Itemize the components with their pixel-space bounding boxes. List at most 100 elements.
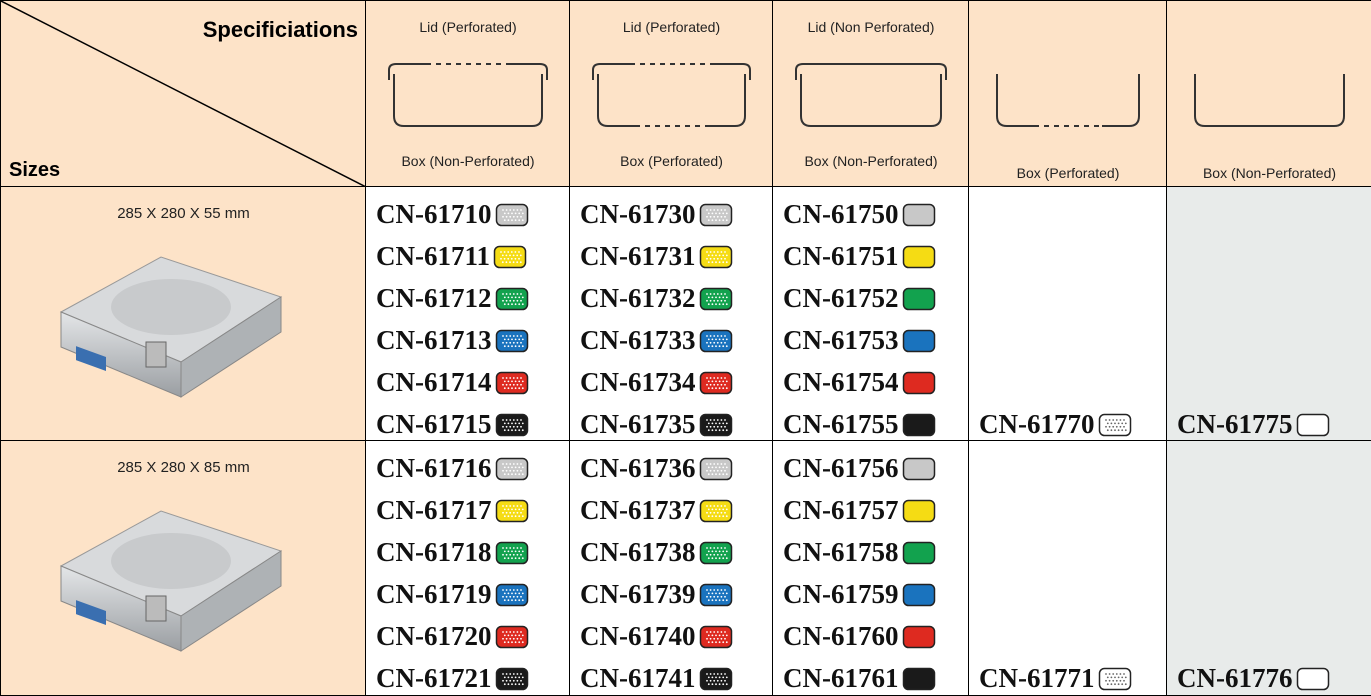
color-swatch [495,667,528,690]
header-cell: Lid (Perforated) Box (Non-Perforated) [365,0,571,188]
color-swatch [699,583,732,606]
product-code-row: CN-61753 [783,325,936,356]
product-code: CN-61716 [376,453,492,483]
product-code-row: CN-61711 [376,241,527,272]
color-swatch [902,667,935,690]
color-swatch [495,287,528,310]
product-code-row: CN-61716 [376,453,529,484]
box-label: Box (Non-Perforated) [1202,165,1337,181]
color-swatch [699,413,732,436]
box-label: Box (Non-Perforated) [804,153,938,169]
product-code-row: CN-61719 [376,579,529,610]
product-code: CN-61712 [376,283,492,313]
product-code-row: CN-61714 [376,367,529,398]
product-code-row: CN-61734 [580,367,733,398]
header-cell: Box (Perforated) [968,0,1168,188]
header-cell: Lid (Perforated) Box (Perforated) [569,0,774,188]
product-code: CN-61775 [1177,409,1293,439]
product-code-row: CN-61717 [376,495,529,526]
product-code-row: CN-61758 [783,537,936,568]
product-code-row: CN-61732 [580,283,733,314]
box-label: Box (Non-Perforated) [401,153,535,169]
product-code: CN-61758 [783,537,899,567]
product-code: CN-61731 [580,241,696,271]
product-code-row: CN-61759 [783,579,936,610]
product-code-row: CN-61718 [376,537,529,568]
product-code: CN-61770 [979,409,1095,439]
codes-cell: CN-61756 CN-61757 CN-61758 CN-61759 CN-61760… [772,440,970,696]
product-code-row: CN-61721 [376,663,529,694]
product-code: CN-61737 [580,495,696,525]
product-code: CN-61756 [783,453,899,483]
product-code-row: CN-61750 [783,199,936,230]
product-code-row: CN-61776 [1177,663,1330,694]
container-icon [996,74,1140,127]
color-swatch [699,541,732,564]
color-swatch [902,413,935,436]
product-code-row: CN-61713 [376,325,529,356]
product-code: CN-61713 [376,325,492,355]
size-label: 285 X 280 X 55 mm [117,205,250,222]
color-swatch [495,371,528,394]
color-swatch [699,457,732,480]
color-swatch [902,245,935,268]
product-code: CN-61718 [376,537,492,567]
product-code: CN-61741 [580,663,696,693]
color-swatch [495,413,528,436]
color-swatch [902,541,935,564]
product-code-row: CN-61738 [580,537,733,568]
product-code: CN-61733 [580,325,696,355]
size-cell: 285 X 280 X 85 mm [0,440,367,696]
lid-label: Lid (Perforated) [419,19,517,35]
color-swatch [699,625,732,648]
product-code-row: CN-61715 [376,409,529,440]
color-swatch [493,245,527,268]
box-label: Box (Perforated) [1016,165,1120,181]
product-code-row: CN-61757 [783,495,936,526]
product-code-row: CN-61710 [376,199,529,230]
codes-cell: CN-61716 CN-61717 CN-61718 CN-61719 CN-61720… [365,440,571,696]
diagonal [1,1,366,187]
color-swatch [699,287,732,310]
codes-cell: CN-61771 [968,440,1168,696]
color-swatch [1296,667,1329,690]
product-code: CN-61715 [376,409,492,439]
codes-cell: CN-61776 [1166,440,1371,696]
container-icon [592,63,751,127]
product-code: CN-61717 [376,495,492,525]
product-code-row: CN-61754 [783,367,936,398]
color-swatch [1296,413,1329,436]
color-swatch [699,329,732,352]
color-swatch [902,203,935,226]
color-swatch [495,329,528,352]
color-swatch [902,329,935,352]
size-cell: 285 X 280 X 55 mm [0,186,367,442]
color-swatch [902,583,935,606]
product-code: CN-61721 [376,663,492,693]
product-code-row: CN-61751 [783,241,936,272]
product-code: CN-61735 [580,409,696,439]
product-code: CN-61757 [783,495,899,525]
codes-cell: CN-61775 [1166,186,1371,442]
color-swatch [1098,413,1131,436]
product-code: CN-61761 [783,663,899,693]
product-code: CN-61711 [376,241,490,271]
product-code-row: CN-61761 [783,663,936,694]
lid-label: Lid (Perforated) [622,19,721,35]
header-cell: Box (Non-Perforated) [1166,0,1371,188]
color-swatch [699,667,732,690]
product-code: CN-61714 [376,367,492,397]
product-code: CN-61751 [783,241,899,271]
product-code: CN-61750 [783,199,899,229]
product-code: CN-61771 [979,663,1095,693]
color-swatch [495,625,528,648]
product-code: CN-61720 [376,621,492,651]
product-code-row: CN-61739 [580,579,733,610]
product-code-row: CN-61755 [783,409,936,440]
color-swatch [699,499,732,522]
product-code: CN-61759 [783,579,899,609]
header-cell: Lid (Non Perforated) Box (Non-Perforated) [772,0,970,188]
container-icon [1194,74,1345,127]
product-code: CN-61739 [580,579,696,609]
